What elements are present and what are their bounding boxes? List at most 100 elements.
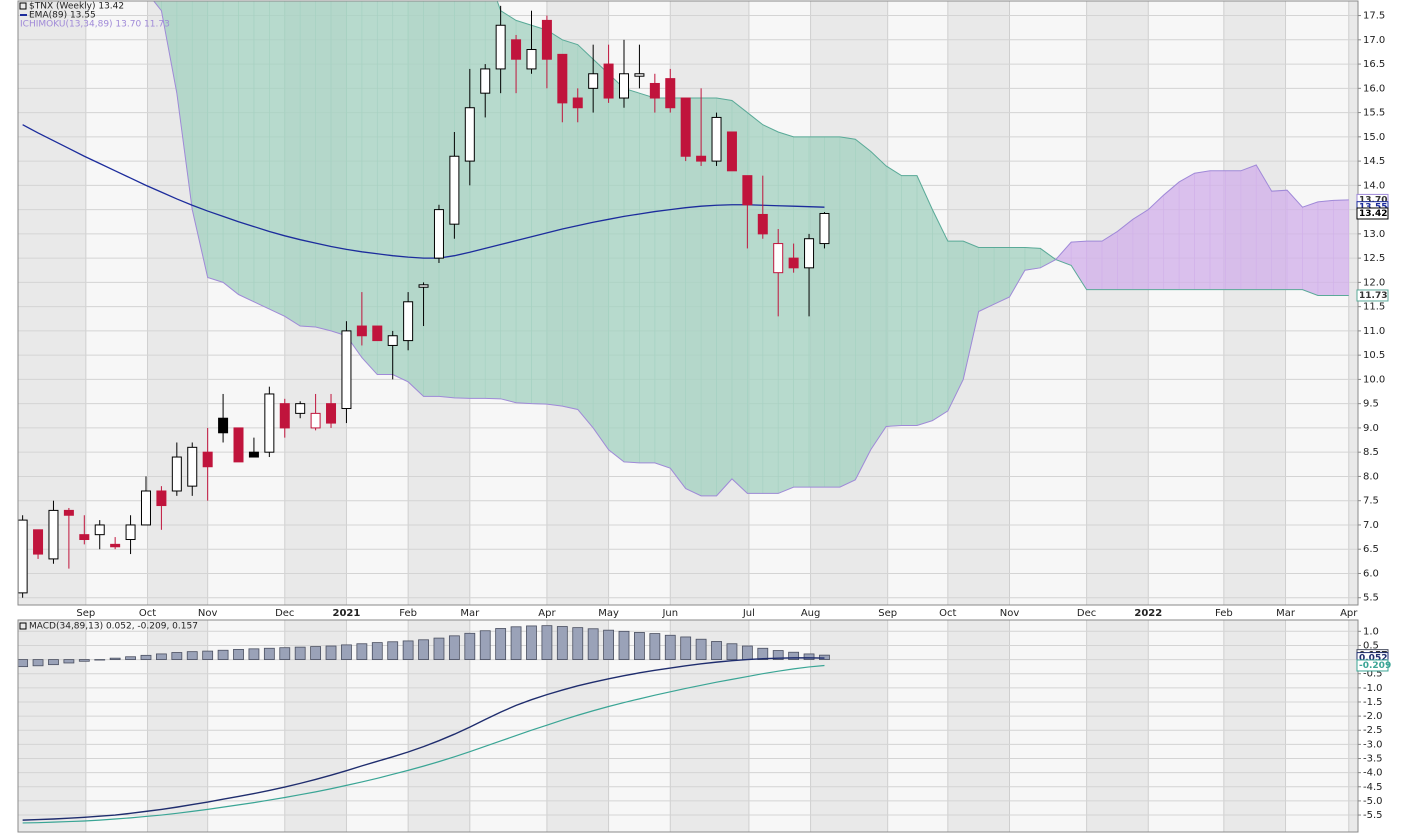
x-tick-label: Nov	[198, 608, 218, 619]
macd-histogram-bar	[156, 653, 167, 660]
candle-body	[63, 509, 74, 516]
macd-histogram-bar	[634, 632, 645, 660]
candle-body	[403, 301, 414, 342]
month-band	[1285, 620, 1349, 832]
x-tick-label: Nov	[1000, 608, 1020, 619]
y-tick-label: 5.5	[1363, 593, 1379, 604]
candle-body	[202, 451, 213, 468]
cloud-fill	[1317, 200, 1334, 296]
value-badge-box	[1356, 289, 1389, 302]
macd-histogram-bar	[464, 632, 476, 660]
cloud-fill	[284, 1, 301, 327]
candle-body	[110, 543, 121, 548]
cloud-fill	[1271, 189, 1288, 290]
cloud-fill	[238, 1, 255, 303]
y-tick-label: 16.0	[1363, 83, 1385, 94]
cloud-fill	[870, 150, 887, 451]
macd-histogram-bar	[479, 630, 491, 660]
candle-body	[511, 39, 522, 60]
candle-body	[125, 524, 136, 541]
candle-body	[48, 509, 59, 560]
candle-body	[480, 68, 491, 94]
candle-body	[526, 49, 537, 70]
y-tick-label: -3.5	[1363, 754, 1383, 765]
cloud-fill	[808, 136, 825, 488]
cloud-fill	[1178, 172, 1195, 290]
y-tick-label: 8.5	[1363, 447, 1379, 458]
macd-histogram-bar	[649, 633, 661, 660]
cloud-fill	[423, 1, 440, 397]
x-tick-label: 2021	[333, 608, 361, 619]
cloud-fill	[793, 136, 810, 488]
macd-histogram-bar	[541, 625, 553, 660]
y-tick-label: -4.0	[1363, 768, 1383, 779]
y-tick-label: -3.0	[1363, 739, 1383, 750]
cloud-fill	[269, 1, 286, 317]
candle-body	[788, 257, 799, 269]
y-tick-label: 12.0	[1363, 277, 1385, 288]
macd-histogram-bar	[572, 627, 584, 660]
macd-histogram-bar	[217, 649, 229, 660]
cloud-fill	[299, 1, 316, 328]
candle-body	[726, 131, 737, 172]
cloud-fill	[469, 1, 486, 399]
cloud-fill	[1302, 201, 1319, 296]
value-badge-label: 13.42	[1359, 209, 1387, 219]
y-tick-label: 0.5	[1363, 640, 1379, 651]
cloud-fill	[839, 136, 856, 488]
cloud-fill	[1147, 194, 1165, 290]
macd-histogram-bar	[741, 645, 753, 660]
month-band	[1348, 620, 1358, 832]
candle-body	[619, 73, 630, 99]
legend-icon	[19, 2, 27, 10]
y-tick-label: 6.5	[1363, 544, 1379, 555]
macd-histogram-bar	[279, 647, 291, 660]
x-tick-label: Aug	[801, 608, 821, 619]
candle-body	[634, 73, 645, 77]
candle-body	[33, 529, 44, 555]
candle-body	[665, 78, 676, 109]
macd-histogram-bar	[125, 656, 136, 660]
y-tick-label: 17.0	[1363, 35, 1385, 46]
y-tick-label: -2.0	[1363, 711, 1383, 722]
month-band	[1009, 620, 1087, 832]
candle-body	[310, 412, 321, 429]
x-tick-label: Dec	[1077, 608, 1096, 619]
cloud-fill	[592, 58, 609, 451]
candle-body	[341, 330, 352, 410]
macd-histogram-bar	[433, 637, 445, 660]
month-band	[887, 620, 948, 832]
macd-histogram-bar	[448, 635, 460, 660]
cloud-fill	[901, 175, 918, 426]
y-tick-label: -5.0	[1363, 796, 1383, 807]
y-tick-label: 13.0	[1363, 229, 1385, 240]
macd-histogram-bar	[757, 647, 769, 660]
y-tick-label: 1.0	[1363, 626, 1379, 637]
macd-histogram-bar	[94, 659, 106, 661]
candle-body	[233, 427, 244, 463]
macd-plot	[18, 625, 830, 824]
macd-histogram-bar	[140, 654, 152, 660]
month-band	[1348, 1, 1358, 605]
month-band	[1148, 1, 1224, 605]
cloud-fill	[207, 1, 224, 283]
y-tick-label: 6.0	[1363, 568, 1379, 579]
macd-histogram-bar	[341, 644, 352, 660]
y-tick-label: 16.5	[1363, 59, 1385, 70]
cloud-fill	[855, 138, 872, 480]
macd-histogram-bar	[495, 628, 507, 660]
candle-body	[742, 175, 753, 206]
cloud-fill	[315, 1, 332, 332]
macd-histogram-bar	[680, 636, 692, 660]
x-tick-label: Mar	[1276, 608, 1296, 619]
cloud-fill	[346, 1, 363, 359]
candle-body	[557, 53, 568, 104]
y-tick-label: 11.0	[1363, 326, 1385, 337]
macd-histogram-bar	[510, 626, 522, 660]
macd-histogram-bar	[248, 648, 260, 660]
macd-histogram-bar	[556, 626, 568, 660]
cloud-fill	[1024, 247, 1041, 271]
y-tick-label: 10.0	[1363, 374, 1385, 385]
cloud-fill	[1163, 181, 1180, 290]
